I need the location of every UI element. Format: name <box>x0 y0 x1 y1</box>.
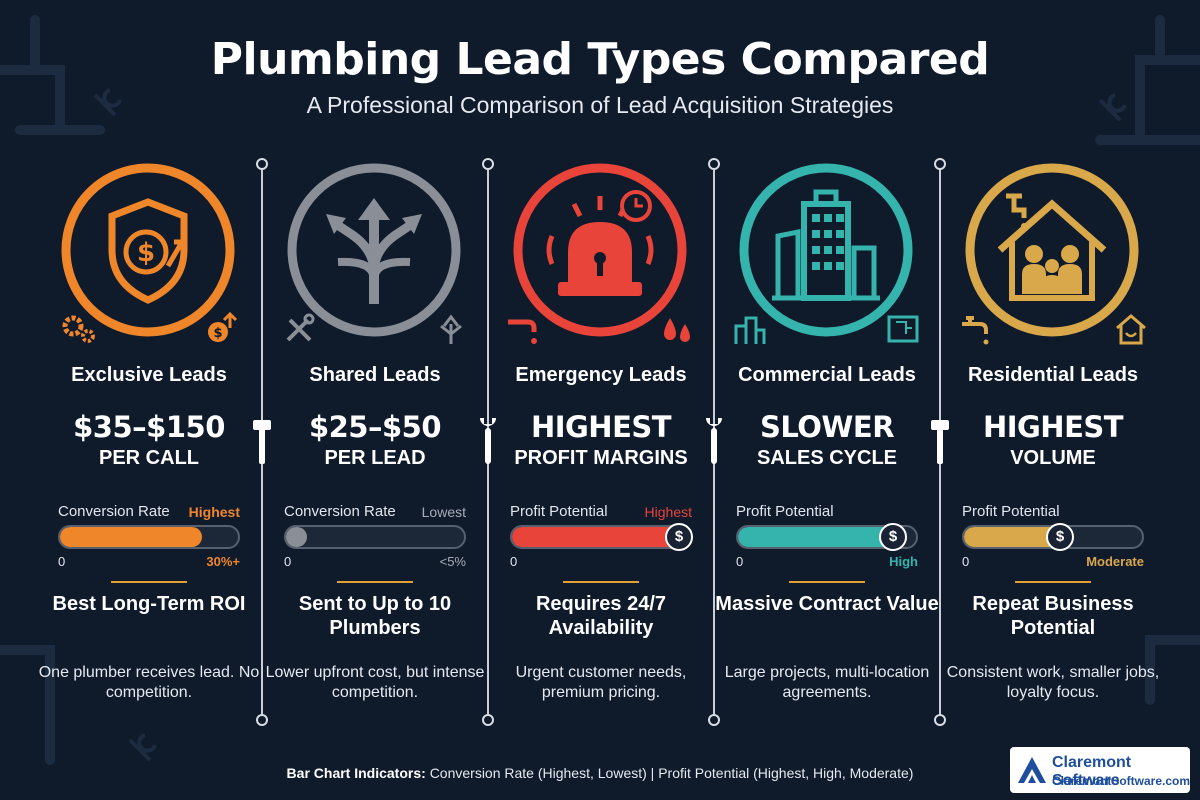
conversion-rate-meter <box>284 525 466 549</box>
column-subheading: Requires 24/7 Availability <box>535 593 667 639</box>
meter-fill <box>286 527 307 547</box>
price-range: $35–$150 <box>73 410 225 444</box>
column-description: Large projects, multi-location agreement… <box>724 664 930 701</box>
headline-value: HIGHEST <box>530 410 672 444</box>
water-drops-icon <box>664 318 690 342</box>
price-unit: PER LEAD <box>324 447 426 469</box>
column-subheading: Sent to Up to 10 Plumbers <box>298 593 452 639</box>
pipe-wrench-icon <box>931 420 949 464</box>
meter-min-label: 0 <box>736 554 744 569</box>
lead-column-shared: Shared Leads $25–$50 PER LEAD Conversion… <box>262 0 488 800</box>
page-title: Plumbing Lead Types Compared <box>210 34 990 85</box>
profit-potential-meter <box>510 525 692 549</box>
meter-max-label: <5% <box>439 554 466 569</box>
faucet-icon <box>962 316 989 345</box>
office-building-icon <box>739 163 913 337</box>
meter-label: Conversion Rate <box>58 503 170 520</box>
pipe-wrench-icon <box>253 420 271 464</box>
column-divider <box>480 158 496 726</box>
wrench-icon <box>706 418 722 464</box>
meter-min-label: 0 <box>58 554 66 569</box>
separator-line <box>111 581 187 583</box>
brand-badge[interactable]: Claremont Software ClaremontSoftware.com <box>1010 747 1190 793</box>
happy-house-icon <box>1116 314 1146 345</box>
brand-url[interactable]: ClaremontSoftware.com <box>1052 774 1191 788</box>
separator-line <box>563 581 639 583</box>
split-arrows-icon <box>287 163 461 337</box>
column-heading: Emergency Leads <box>515 364 687 386</box>
svg-text:$: $ <box>137 238 155 268</box>
column-subheading: Best Long-Term ROI <box>52 593 246 615</box>
svg-text:$: $ <box>213 326 222 341</box>
conversion-rate-meter <box>58 525 240 549</box>
meter-max-label: Moderate <box>1086 554 1144 569</box>
headline-detail: VOLUME <box>1010 447 1096 469</box>
dollar-coin-icon: $ <box>665 523 693 551</box>
dollar-coin-icon: $ <box>1046 523 1074 551</box>
house-family-icon <box>965 163 1139 337</box>
claremont-logo-icon <box>1018 757 1046 783</box>
meter-rating: Highest <box>188 504 240 520</box>
lead-column-emergency: Emergency Leads HIGHEST PROFIT MARGINS P… <box>488 0 714 800</box>
blueprint-icon <box>887 315 919 343</box>
headline-value: SLOWER <box>759 410 895 444</box>
meter-min-label: 0 <box>962 554 970 569</box>
meter-fill <box>964 527 1062 547</box>
meter-fill <box>512 527 681 547</box>
legend-label: Bar Chart Indicators: <box>286 765 426 781</box>
headline-detail: PROFIT MARGINS <box>514 447 688 469</box>
column-heading: Commercial Leads <box>738 364 916 386</box>
column-divider <box>253 158 271 726</box>
meter-min-label: 0 <box>510 554 518 569</box>
shield-dollar-icon: $ <box>61 163 235 337</box>
column-description: One plumber receives lead. No competitio… <box>38 664 260 701</box>
column-divider <box>706 158 722 726</box>
meter-label: Conversion Rate <box>284 503 396 520</box>
meter-fill <box>60 527 202 547</box>
separator-line <box>789 581 865 583</box>
meter-fill <box>738 527 895 547</box>
wrench-icon <box>480 418 496 464</box>
headline-detail: SALES CYCLE <box>756 447 898 469</box>
coin-growth-icon: $ <box>208 311 238 342</box>
separator-line <box>1015 581 1091 583</box>
meter-max-label: 30%+ <box>206 554 240 569</box>
meter-min-label: 0 <box>284 554 292 569</box>
city-buildings-icon <box>734 316 766 344</box>
split-arrows-small-icon <box>440 314 462 344</box>
column-heading: Exclusive Leads <box>71 364 227 386</box>
meter-rating: Lowest <box>421 504 466 520</box>
price-range: $25–$50 <box>308 410 442 444</box>
column-heading: Residential Leads <box>967 364 1139 386</box>
column-description: Consistent work, smaller jobs, loyalty f… <box>946 664 1160 701</box>
brand-name: Claremont Software <box>1052 754 1132 789</box>
lead-column-exclusive: $ $ Exclusive Leads $35–$150 PER CALL Co… <box>36 0 262 800</box>
legend-note: Bar Chart Indicators: Conversion Rate (H… <box>0 765 1200 781</box>
meter-rating: Highest <box>644 504 692 520</box>
column-subheading: Massive Contract Value <box>715 593 939 615</box>
column-divider <box>931 158 949 726</box>
tools-icon <box>286 313 315 342</box>
meter-max-label: High <box>889 554 918 569</box>
column-description: Lower upfront cost, but intense competit… <box>265 664 485 701</box>
separator-line <box>337 581 413 583</box>
lead-column-residential: Residential Leads HIGHEST VOLUME Profit … <box>940 0 1166 800</box>
column-heading: Shared Leads <box>309 364 441 386</box>
leaking-faucet-icon <box>508 319 537 344</box>
gears-icon <box>62 315 95 343</box>
dollar-coin-icon: $ <box>879 523 907 551</box>
column-subheading: Repeat Business Potential <box>972 593 1134 639</box>
lead-column-commercial: Commercial Leads SLOWER SALES CYCLE Prof… <box>714 0 940 800</box>
legend-text: Conversion Rate (Highest, Lowest) | Prof… <box>429 765 914 781</box>
siren-icon <box>513 163 687 337</box>
price-unit: PER CALL <box>99 447 199 469</box>
meter-label: Profit Potential <box>962 503 1060 520</box>
page-subtitle: A Professional Comparison of Lead Acquis… <box>306 92 894 118</box>
meter-label: Profit Potential <box>736 503 834 520</box>
headline-value: HIGHEST <box>982 410 1124 444</box>
column-description: Urgent customer needs, premium pricing. <box>515 664 687 701</box>
meter-label: Profit Potential <box>510 503 608 520</box>
